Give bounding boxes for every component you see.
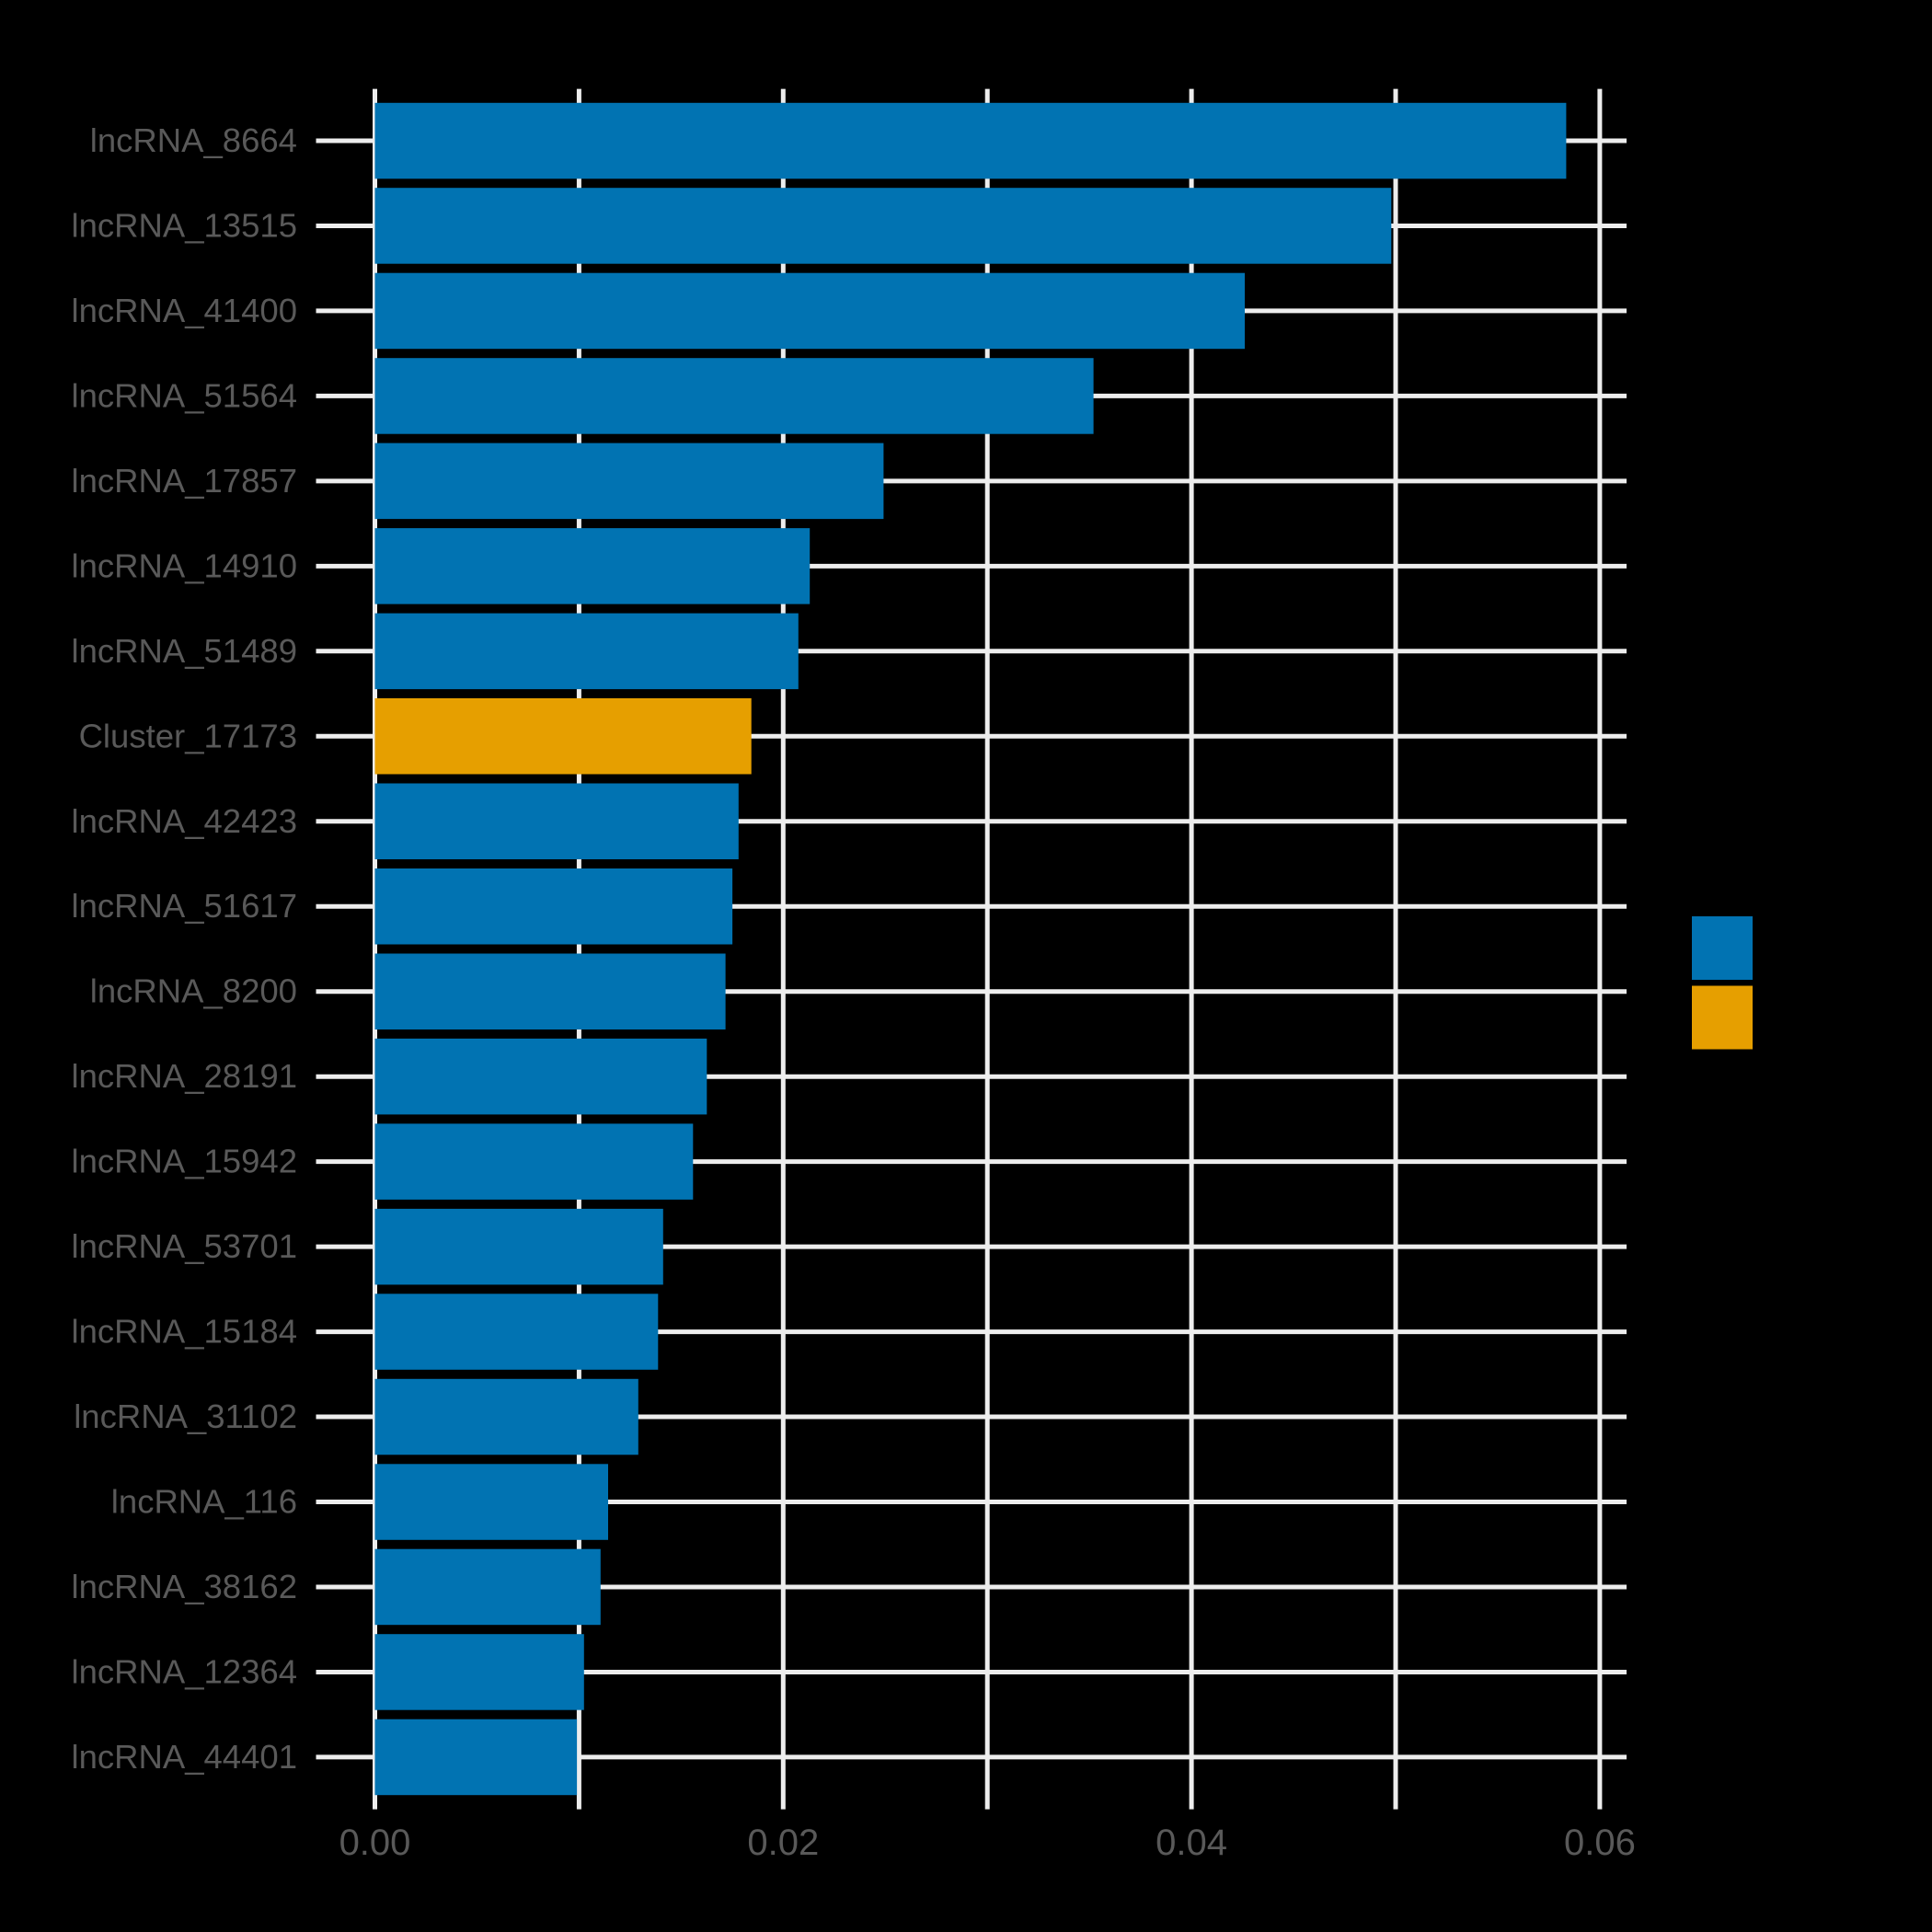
svg-text:lncRNA_15942: lncRNA_15942: [71, 1143, 297, 1180]
svg-text:lncRNA_31102: lncRNA_31102: [74, 1397, 297, 1435]
svg-text:lncRNA_116: lncRNA_116: [111, 1483, 297, 1521]
svg-text:0.02: 0.02: [747, 1823, 819, 1863]
svg-text:lncRNA_51617: lncRNA_51617: [71, 887, 297, 925]
svg-text:lncRNA_41400: lncRNA_41400: [71, 292, 297, 329]
svg-text:lncRNA_44401: lncRNA_44401: [71, 1738, 297, 1776]
svg-text:lncRNA_53701: lncRNA_53701: [71, 1227, 297, 1265]
svg-text:lncRNA_42423: lncRNA_42423: [71, 802, 297, 840]
svg-text:0.06: 0.06: [1564, 1823, 1636, 1863]
svg-text:0.04: 0.04: [1156, 1823, 1227, 1863]
svg-text:lncRNA_15184: lncRNA_15184: [71, 1313, 297, 1351]
svg-text:0.00: 0.00: [339, 1823, 411, 1863]
svg-text:lncRNA_12364: lncRNA_12364: [71, 1653, 297, 1691]
svg-text:lncRNA_28191: lncRNA_28191: [71, 1057, 297, 1095]
svg-text:lncRNA_38162: lncRNA_38162: [71, 1568, 297, 1605]
svg-text:Cluster_17173: Cluster_17173: [79, 717, 297, 754]
svg-text:lncRNA_13515: lncRNA_13515: [71, 207, 297, 245]
svg-text:lncRNA_8664: lncRNA_8664: [90, 121, 297, 159]
svg-text:lncRNA_51564: lncRNA_51564: [71, 376, 297, 414]
svg-text:lncRNA_8200: lncRNA_8200: [90, 972, 297, 1010]
svg-text:lncRNA_14910: lncRNA_14910: [71, 546, 297, 584]
svg-text:lncRNA_51489: lncRNA_51489: [71, 632, 297, 670]
svg-text:lncRNA_17857: lncRNA_17857: [71, 462, 297, 500]
